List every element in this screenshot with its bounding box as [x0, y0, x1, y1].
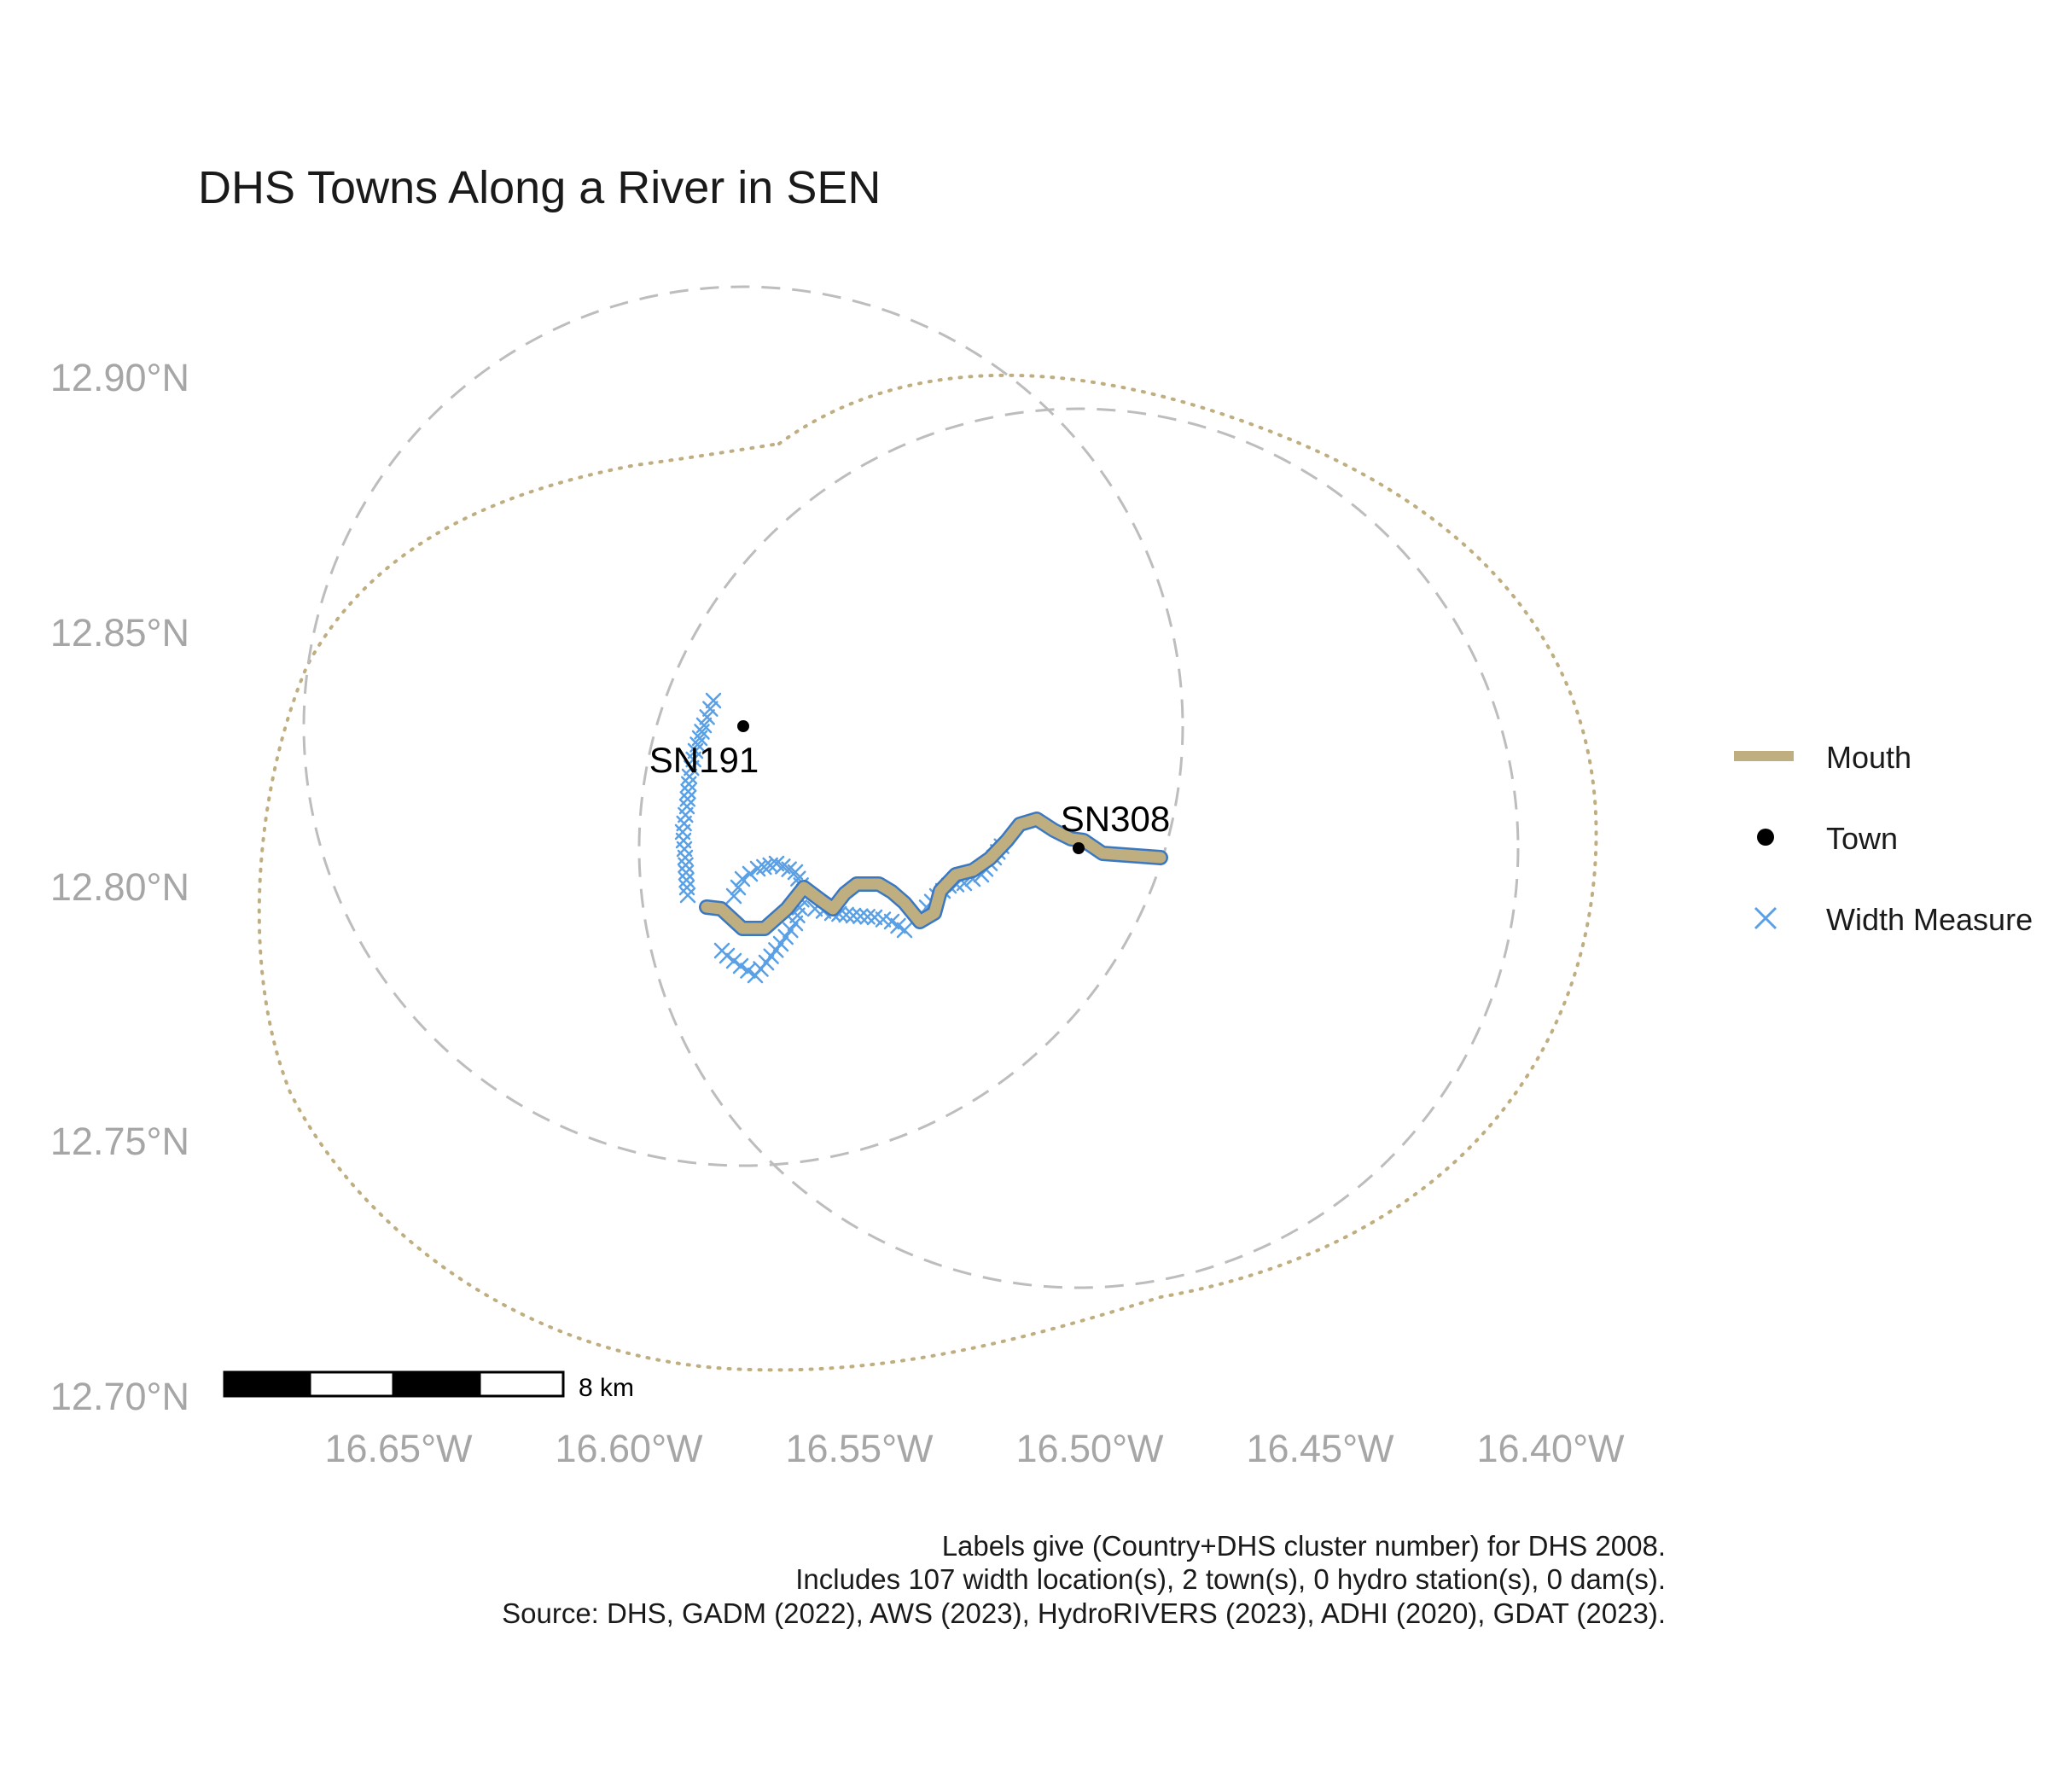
- lon-axis: 16.65°W 16.60°W 16.55°W 16.50°W 16.45°W …: [324, 1427, 1625, 1470]
- lon-tick-label: 16.45°W: [1246, 1427, 1394, 1470]
- town-dot-icon: [1757, 829, 1774, 846]
- legend-label: Town: [1826, 821, 1898, 856]
- lat-tick-label: 12.70°N: [50, 1375, 189, 1418]
- width-measure-marker: [783, 922, 799, 939]
- town-point: [1073, 842, 1085, 854]
- width-measure-marker: [777, 928, 794, 945]
- cross-icon: [1754, 906, 1777, 930]
- legend-item-width-measure: Width Measure: [1754, 902, 2033, 937]
- width-measure-marker: [732, 957, 749, 975]
- width-measure-marker: [725, 952, 742, 969]
- lon-tick-label: 16.65°W: [324, 1427, 473, 1470]
- map-title: DHS Towns Along a River in SEN: [198, 162, 881, 213]
- width-measure-marker: [890, 917, 906, 934]
- legend: Mouth Town Width Measure: [1734, 740, 2033, 937]
- lat-tick-label: 12.85°N: [50, 611, 189, 655]
- town-label: SN191: [649, 740, 759, 780]
- legend-label: Mouth: [1826, 740, 1911, 775]
- scale-label: 8 km: [579, 1374, 634, 1402]
- caption-line: Includes 107 width location(s), 2 town(s…: [795, 1563, 1666, 1595]
- width-measure-marker: [787, 915, 804, 932]
- width-measures: [674, 692, 1009, 984]
- lon-tick-label: 16.55°W: [785, 1427, 934, 1470]
- width-measure-marker: [677, 849, 694, 866]
- width-measure-marker: [679, 887, 696, 904]
- scale-segment: [223, 1370, 311, 1398]
- lon-tick-label: 16.40°W: [1476, 1427, 1625, 1470]
- lat-tick-label: 12.90°N: [50, 356, 189, 399]
- lat-tick-label: 12.80°N: [50, 865, 189, 909]
- lon-tick-label: 16.50°W: [1015, 1427, 1164, 1470]
- lat-tick-label: 12.75°N: [50, 1120, 189, 1163]
- town-sn308[interactable]: SN308: [1061, 799, 1170, 854]
- width-measure-marker: [742, 865, 759, 882]
- lon-tick-label: 16.60°W: [555, 1427, 703, 1470]
- legend-item-town: Town: [1757, 821, 1898, 856]
- width-measure-marker: [725, 887, 742, 905]
- union-buffer-outline: [257, 373, 1598, 1372]
- scale-segment: [308, 1370, 395, 1398]
- scale-segment: [392, 1370, 481, 1398]
- width-measure-marker: [702, 701, 719, 717]
- legend-item-mouth: Mouth: [1734, 740, 1911, 775]
- width-measure-marker: [713, 942, 730, 959]
- lat-axis: 12.90°N 12.85°N 12.80°N 12.75°N 12.70°N: [50, 356, 189, 1418]
- river-mouth-line: [701, 813, 1167, 934]
- width-measure-marker: [875, 911, 892, 928]
- width-measure-marker: [747, 967, 764, 984]
- town-label: SN308: [1061, 799, 1170, 839]
- width-measure-marker: [896, 922, 913, 939]
- width-measure-marker: [883, 913, 900, 930]
- scale-bar: 8 km: [223, 1370, 634, 1402]
- legend-label: Width Measure: [1826, 902, 2033, 937]
- width-measure-marker: [705, 692, 722, 709]
- buffer-circle-sn191: [302, 285, 1184, 1167]
- width-measure-marker: [699, 709, 715, 725]
- width-measure-marker: [859, 909, 876, 925]
- width-measure-marker: [740, 963, 756, 979]
- width-measure-marker: [678, 864, 695, 881]
- caption-line: Labels give (Country+DHS cluster number)…: [942, 1530, 1666, 1562]
- scale-segment: [478, 1370, 565, 1398]
- town-sn191[interactable]: SN191: [649, 720, 759, 780]
- town-point: [737, 720, 749, 732]
- width-measure-marker: [734, 870, 751, 887]
- width-measure-marker: [730, 879, 747, 896]
- width-measure-marker: [678, 872, 695, 888]
- buffer-circle-sn308: [637, 407, 1520, 1289]
- width-measure-marker: [852, 908, 869, 924]
- caption: Labels give (Country+DHS cluster number)…: [502, 1530, 1666, 1629]
- width-measure-marker: [678, 857, 694, 873]
- width-measure-marker: [866, 909, 883, 926]
- caption-line: Source: DHS, GADM (2022), AWS (2023), Hy…: [502, 1597, 1666, 1629]
